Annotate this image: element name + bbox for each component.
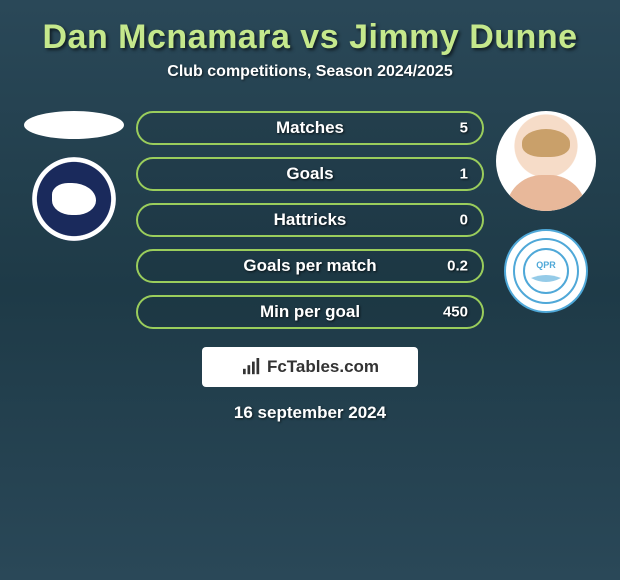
stat-right-value: 5 bbox=[460, 120, 468, 137]
watermark-text: FcTables.com bbox=[267, 357, 379, 377]
stats-column: Matches 5 Goals 1 Hattricks 0 Goals per … bbox=[136, 111, 484, 329]
player-right-photo bbox=[496, 111, 596, 211]
stat-row-gpm: Goals per match 0.2 bbox=[136, 249, 484, 283]
stat-row-matches: Matches 5 bbox=[136, 111, 484, 145]
stat-label: Goals per match bbox=[243, 256, 376, 276]
watermark: FcTables.com bbox=[202, 347, 418, 387]
stat-row-goals: Goals 1 bbox=[136, 157, 484, 191]
stat-right-value: 450 bbox=[443, 304, 468, 321]
lion-icon bbox=[52, 183, 96, 215]
stat-label: Hattricks bbox=[274, 210, 347, 230]
stat-label: Goals bbox=[286, 164, 333, 184]
qpr-crest-icon: QPR bbox=[511, 236, 581, 306]
stat-right-value: 1 bbox=[460, 166, 468, 183]
date-text: 16 september 2024 bbox=[0, 403, 620, 423]
stat-label: Matches bbox=[276, 118, 344, 138]
stat-right-value: 0 bbox=[460, 212, 468, 229]
player-left-placeholder bbox=[24, 111, 124, 139]
right-column: QPR bbox=[496, 111, 596, 313]
stat-row-mpg: Min per goal 450 bbox=[136, 295, 484, 329]
bars-icon bbox=[241, 358, 263, 376]
svg-text:QPR: QPR bbox=[536, 260, 556, 270]
page-subtitle: Club competitions, Season 2024/2025 bbox=[0, 63, 620, 81]
page-title: Dan Mcnamara vs Jimmy Dunne bbox=[0, 18, 620, 57]
comparison-card: Dan Mcnamara vs Jimmy Dunne Club competi… bbox=[0, 0, 620, 580]
club-crest-left bbox=[32, 157, 116, 241]
left-column bbox=[24, 111, 124, 241]
stat-right-value: 0.2 bbox=[447, 258, 468, 275]
stat-label: Min per goal bbox=[260, 302, 360, 322]
club-crest-right: QPR bbox=[504, 229, 588, 313]
main-row: Matches 5 Goals 1 Hattricks 0 Goals per … bbox=[0, 111, 620, 329]
stat-row-hattricks: Hattricks 0 bbox=[136, 203, 484, 237]
